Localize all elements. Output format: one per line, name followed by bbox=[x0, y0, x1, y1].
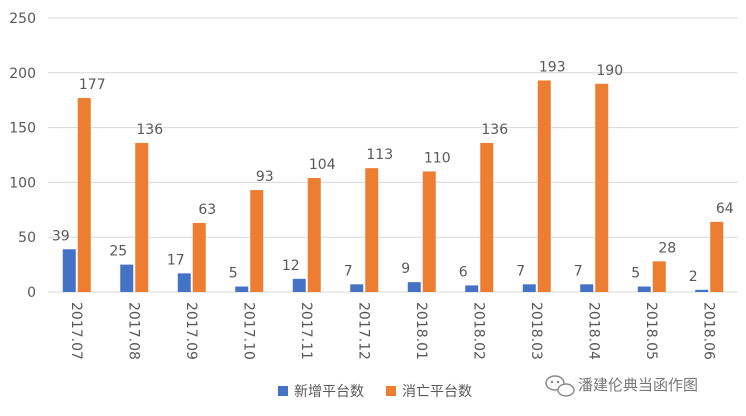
data-label-new-2018.02: 6 bbox=[459, 264, 468, 280]
x-tick-label: 2017.10 bbox=[240, 302, 256, 360]
x-tick-label: 2017.12 bbox=[355, 302, 371, 360]
watermark-text: 潘建伦典当函作图 bbox=[578, 376, 698, 394]
bar-new-2017.07 bbox=[62, 249, 76, 292]
bar-new-2017.09 bbox=[177, 273, 191, 292]
data-label-dead-2018.03: 193 bbox=[539, 59, 566, 75]
legend: 新增平台数 消亡平台数 bbox=[278, 384, 472, 400]
bar-new-2017.11 bbox=[292, 278, 306, 292]
x-tick-label: 2018.04 bbox=[585, 302, 601, 360]
y-tick-label: 0 bbox=[27, 285, 36, 301]
data-label-new-2017.12: 7 bbox=[344, 263, 353, 279]
bar-new-2017.08 bbox=[120, 264, 134, 292]
x-tick-label: 2017.07 bbox=[68, 302, 84, 360]
x-tick-label: 2018.03 bbox=[528, 302, 544, 360]
bar-dead-2018.02 bbox=[480, 142, 494, 292]
x-tick-label: 2017.11 bbox=[298, 302, 314, 360]
x-tick-label: 2018.02 bbox=[470, 302, 486, 360]
bar-dead-2018.04 bbox=[595, 83, 609, 292]
bar-new-2018.05 bbox=[637, 286, 651, 292]
data-label-new-2017.08: 25 bbox=[109, 244, 127, 260]
bar-new-2018.04 bbox=[580, 284, 594, 292]
data-label-new-2017.11: 12 bbox=[282, 258, 300, 274]
data-label-dead-2017.10: 93 bbox=[256, 169, 274, 185]
data-label-dead-2018.04: 190 bbox=[596, 63, 623, 79]
data-label-new-2017.10: 5 bbox=[229, 266, 238, 282]
bar-dead-2018.01 bbox=[422, 171, 436, 292]
y-tick-label: 150 bbox=[9, 121, 36, 137]
bar-dead-2018.06 bbox=[710, 221, 724, 292]
data-label-new-2018.03: 7 bbox=[516, 263, 525, 279]
data-label-new-2018.01: 9 bbox=[401, 261, 410, 277]
bar-dead-2017.09 bbox=[192, 222, 206, 292]
legend-label-dead: 消亡平台数 bbox=[402, 384, 472, 400]
bar-dead-2018.05 bbox=[652, 261, 666, 292]
data-label-dead-2017.12: 113 bbox=[366, 147, 393, 163]
bar-dead-2017.12 bbox=[365, 168, 379, 292]
data-label-new-2017.07: 39 bbox=[52, 228, 70, 244]
x-axis-labels: 2017.07 2017.08 2017.09 2017.10 2017.11 2017.… bbox=[68, 302, 717, 360]
data-label-new-2018.06: 2 bbox=[689, 269, 698, 285]
y-axis-ticks: 0 50 100 150 200 250 bbox=[9, 11, 36, 301]
data-label-dead-2018.02: 136 bbox=[481, 122, 508, 138]
data-label-dead-2017.09: 63 bbox=[198, 202, 216, 218]
x-tick-label: 2018.06 bbox=[700, 302, 716, 360]
bar-dead-2017.08 bbox=[135, 142, 149, 292]
x-tick-label: 2017.09 bbox=[183, 302, 199, 360]
data-label-dead-2017.11: 104 bbox=[309, 157, 336, 173]
x-tick-label: 2017.08 bbox=[125, 302, 141, 360]
data-label-new-2017.09: 17 bbox=[167, 252, 185, 268]
bar-dead-2017.11 bbox=[307, 178, 321, 292]
bar-new-2018.06 bbox=[695, 289, 709, 292]
wechat-bubble-icon bbox=[545, 375, 575, 397]
data-label-dead-2018.05: 28 bbox=[658, 240, 676, 256]
data-label-new-2018.05: 5 bbox=[631, 266, 640, 282]
bar-dead-2018.03 bbox=[537, 80, 551, 292]
legend-label-new: 新增平台数 bbox=[294, 384, 364, 400]
legend-swatch-new bbox=[278, 386, 288, 396]
y-tick-label: 250 bbox=[9, 11, 36, 27]
data-labels: 3917725136176359312104711391106136719371… bbox=[52, 59, 734, 284]
bar-new-2018.02 bbox=[465, 285, 479, 292]
data-label-dead-2018.01: 110 bbox=[424, 150, 451, 166]
gridlines bbox=[48, 17, 738, 293]
bar-new-2018.03 bbox=[522, 284, 536, 292]
y-tick-label: 200 bbox=[9, 66, 36, 82]
data-label-dead-2018.06: 64 bbox=[716, 201, 734, 217]
bar-dead-2017.10 bbox=[250, 190, 264, 292]
data-label-new-2018.04: 7 bbox=[574, 263, 583, 279]
bar-dead-2017.07 bbox=[77, 98, 91, 293]
bar-new-2018.01 bbox=[407, 282, 421, 292]
y-tick-label: 50 bbox=[18, 230, 36, 246]
watermark: 潘建伦典当函作图 bbox=[545, 375, 698, 397]
legend-swatch-dead bbox=[386, 386, 396, 396]
data-label-dead-2017.08: 136 bbox=[136, 122, 163, 138]
bars bbox=[62, 80, 724, 293]
x-tick-label: 2018.01 bbox=[413, 302, 429, 360]
data-label-dead-2017.07: 177 bbox=[79, 77, 106, 93]
bar-new-2017.10 bbox=[235, 286, 249, 292]
x-tick-label: 2018.05 bbox=[643, 302, 659, 360]
bar-new-2017.12 bbox=[350, 284, 364, 292]
y-tick-label: 100 bbox=[9, 175, 36, 191]
